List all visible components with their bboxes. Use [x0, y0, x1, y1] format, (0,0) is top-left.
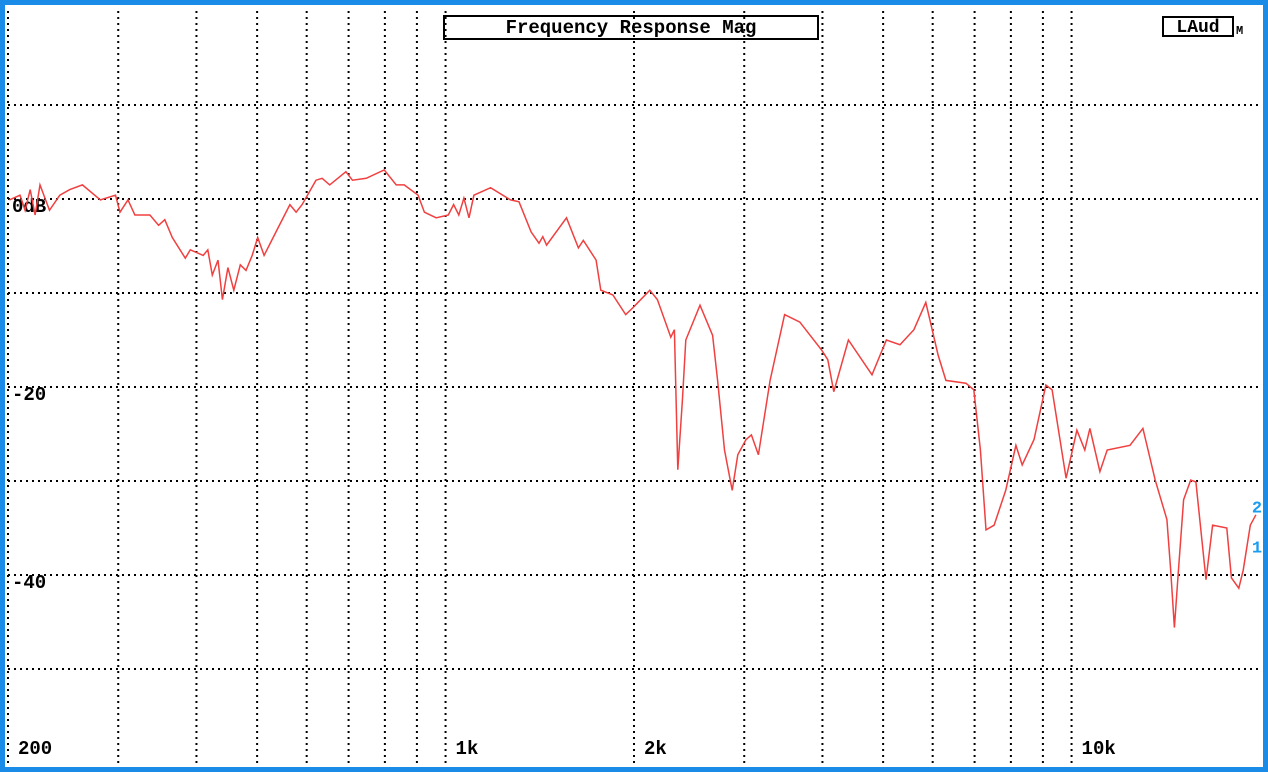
y-tick-label: -40: [12, 572, 46, 594]
channel-suffix: M: [1236, 24, 1243, 38]
chart-title: Frequency Response Mag: [506, 17, 757, 39]
channel-box: [1162, 16, 1234, 37]
cursor-marker: 1: [1252, 539, 1262, 558]
x-tick-label: 2k: [644, 738, 667, 760]
y-tick-label: -20: [12, 384, 46, 406]
cursor-marker: 2: [1252, 499, 1262, 518]
channel-label: LAud: [1176, 18, 1219, 38]
response-line: [9, 168, 1257, 628]
x-tick-label: 200: [18, 738, 52, 760]
x-tick-label: 10k: [1082, 738, 1116, 760]
title-box: [443, 15, 819, 40]
y-tick-label: 0dB: [12, 196, 46, 218]
x-tick-label: 1k: [456, 738, 479, 760]
